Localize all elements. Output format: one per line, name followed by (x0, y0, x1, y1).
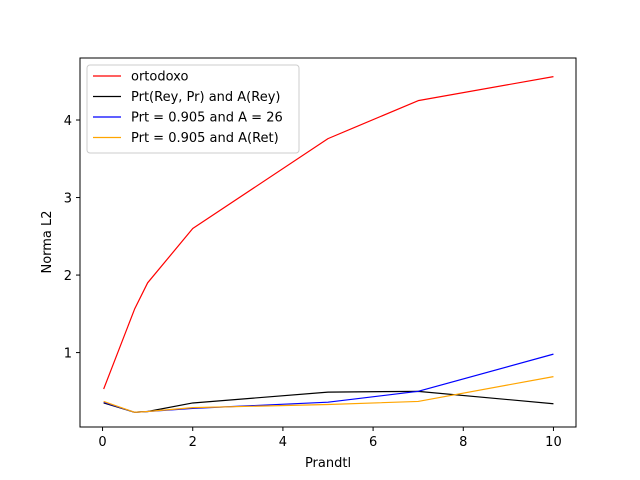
legend-box (86, 64, 300, 154)
series-line-1 (103, 76, 554, 390)
legend-label-4: Prt = 0.905 and A(Ret) (131, 131, 279, 146)
y-tick-label: 1 (64, 347, 72, 362)
legend-label-1: ortodoxo (131, 70, 188, 85)
x-tick-label: 6 (369, 435, 377, 450)
x-axis-ticks: 0 2 4 6 8 10 (98, 427, 562, 450)
y-tick-label: 2 (64, 269, 72, 284)
legend-label-3: Prt = 0.905 and A = 26 (131, 111, 283, 126)
y-tick-label: 4 (64, 114, 72, 129)
x-tick-label: 2 (189, 435, 197, 450)
x-tick-label: 0 (98, 435, 106, 450)
x-axis-label: Prandtl (305, 456, 351, 471)
legend-label-2: Prt(Rey, Pr) and A(Rey) (131, 90, 280, 105)
legend: ortodoxo Prt(Rey, Pr) and A(Rey) Prt = 0.9… (86, 64, 300, 154)
plot-frame (79, 57, 577, 428)
x-tick-label: 8 (459, 435, 467, 450)
x-tick-label: 4 (279, 435, 287, 450)
x-tick-label: 10 (545, 435, 562, 450)
series-layer (103, 76, 554, 413)
series-line-4 (103, 376, 554, 413)
y-axis-label: Norma L2 (40, 210, 55, 273)
y-axis-ticks: 1 2 3 4 (64, 114, 80, 362)
y-tick-label: 3 (64, 192, 72, 207)
